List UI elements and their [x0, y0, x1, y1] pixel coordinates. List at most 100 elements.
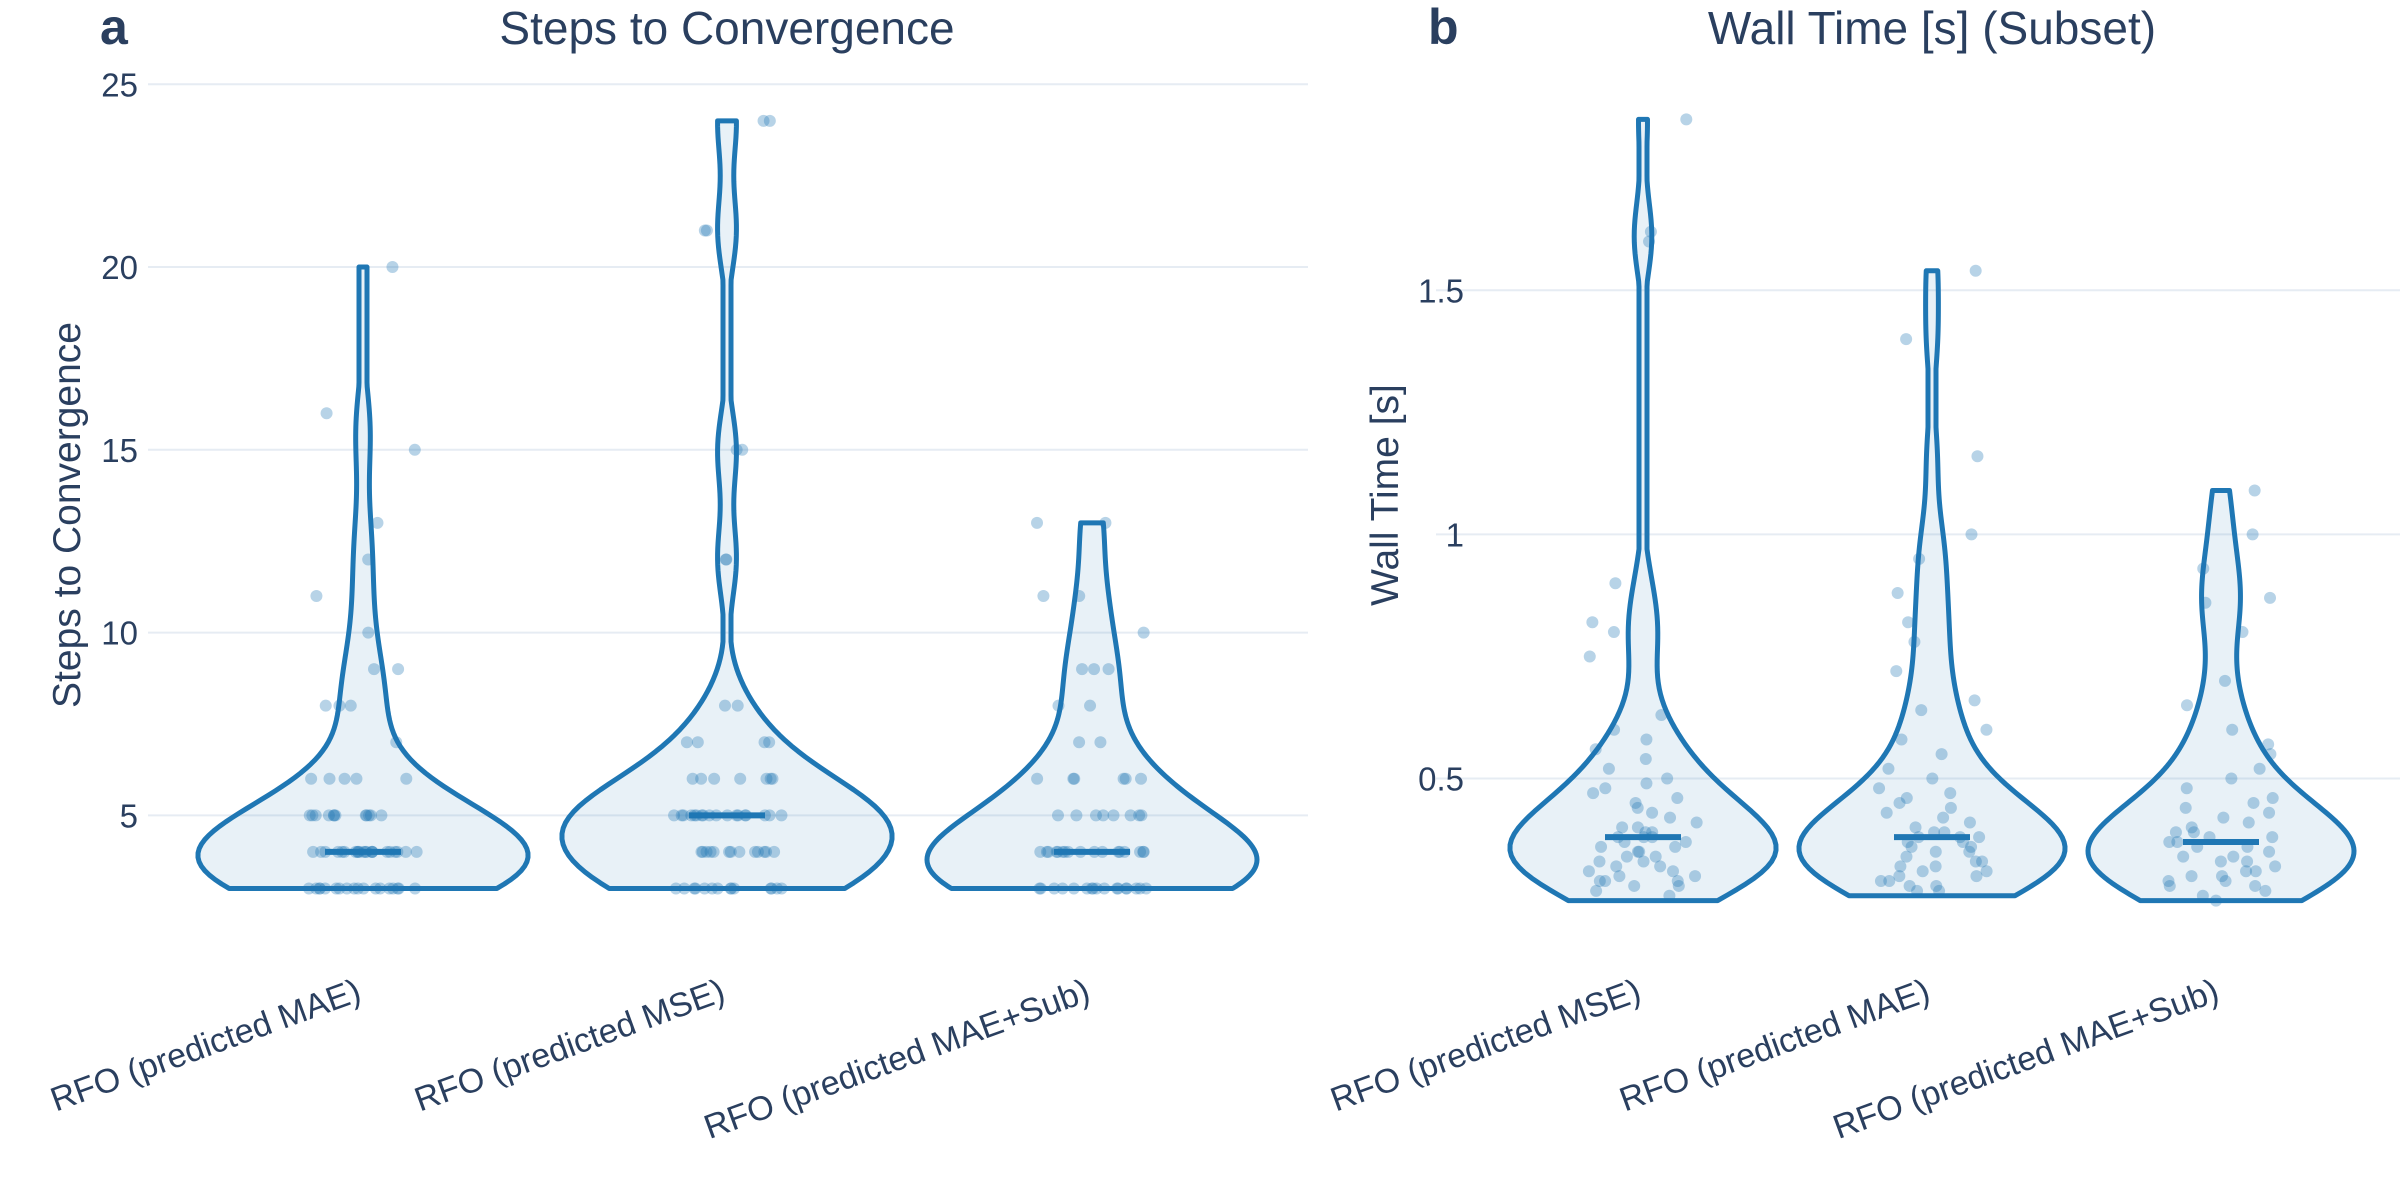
- data-point: [2196, 889, 2209, 902]
- y-tick-label: 0.5: [1418, 761, 1464, 798]
- data-point: [351, 882, 364, 895]
- data-point: [1102, 663, 1115, 676]
- data-point: [2179, 801, 2192, 814]
- data-point: [1976, 855, 1989, 868]
- data-point: [1111, 882, 1124, 895]
- data-point: [1980, 865, 1993, 878]
- y-tick-label: 20: [101, 249, 138, 286]
- data-point: [1915, 704, 1928, 717]
- data-point: [763, 114, 776, 127]
- data-point: [2218, 674, 2231, 687]
- data-point: [2249, 865, 2262, 878]
- data-point: [749, 845, 762, 858]
- violin-group: [559, 114, 895, 895]
- data-point: [362, 553, 375, 566]
- data-point: [1098, 882, 1111, 895]
- data-point: [2210, 894, 2223, 907]
- data-point: [760, 772, 773, 785]
- data-point: [340, 882, 353, 895]
- data-point: [2180, 699, 2193, 712]
- data-point: [757, 114, 770, 127]
- data-point: [2236, 626, 2249, 639]
- data-point: [315, 845, 328, 858]
- data-point: [1963, 845, 1976, 858]
- violin-group: [1796, 264, 2068, 899]
- data-point: [765, 882, 778, 895]
- data-point: [400, 772, 413, 785]
- data-point: [708, 772, 721, 785]
- data-point: [675, 809, 688, 822]
- chart-title-a: Steps to Convergence: [499, 2, 954, 54]
- data-point: [1655, 709, 1668, 722]
- data-point: [1646, 806, 1659, 819]
- data-point: [1973, 831, 1986, 844]
- data-point: [1930, 879, 1943, 892]
- data-point: [1944, 787, 1957, 800]
- data-point: [1137, 626, 1150, 639]
- data-point: [1909, 821, 1922, 834]
- data-point: [333, 882, 346, 895]
- data-point: [2253, 762, 2266, 775]
- data-point: [2171, 836, 2184, 848]
- data-point: [1609, 577, 1622, 590]
- y-axis-label-b: Wall Time [s]: [1364, 384, 1407, 606]
- y-axis-label-a: Steps to Convergence: [46, 322, 89, 708]
- data-point: [1085, 882, 1098, 895]
- data-point: [2246, 528, 2259, 541]
- data-point: [327, 809, 340, 822]
- data-point: [2263, 806, 2276, 819]
- data-point: [1595, 840, 1608, 853]
- data-point: [1963, 816, 1976, 829]
- data-point: [392, 882, 405, 895]
- violins-b: [1507, 113, 2357, 907]
- data-point: [698, 224, 711, 237]
- data-point: [1902, 616, 1915, 629]
- category-label: RFO (predicted MSE): [1326, 972, 1646, 1120]
- data-point: [668, 809, 681, 822]
- data-point: [1970, 870, 1983, 883]
- data-point: [1112, 882, 1125, 895]
- data-point: [1073, 736, 1086, 749]
- data-point: [1134, 882, 1147, 895]
- data-point: [329, 809, 342, 822]
- data-point: [1882, 762, 1895, 775]
- data-point: [720, 553, 733, 566]
- data-point: [2264, 748, 2277, 761]
- data-point: [2241, 855, 2254, 868]
- data-point: [1607, 626, 1620, 639]
- data-point: [1980, 723, 1993, 736]
- data-point: [328, 809, 341, 822]
- data-point: [410, 845, 423, 858]
- data-point: [1031, 516, 1044, 529]
- data-point: [2177, 850, 2190, 863]
- data-point: [1094, 736, 1107, 749]
- data-point: [707, 845, 720, 858]
- data-point: [1070, 809, 1083, 822]
- data-point: [309, 809, 322, 822]
- panel-b: 0.5 1 1.5 RFO (predicted MSE)RFO (predicte…: [1326, 0, 2400, 1147]
- data-point: [1644, 225, 1657, 238]
- data-point: [1929, 845, 1942, 858]
- data-point: [386, 261, 399, 274]
- data-point: [1048, 882, 1061, 895]
- violin-shape: [924, 520, 1260, 891]
- data-point: [2226, 723, 2239, 736]
- data-point: [1968, 694, 1981, 707]
- data-point: [409, 882, 422, 895]
- data-point: [680, 736, 693, 749]
- data-point: [1664, 811, 1677, 824]
- data-point: [1690, 816, 1703, 829]
- data-point: [724, 882, 737, 895]
- data-point: [1628, 879, 1641, 892]
- data-point: [736, 443, 749, 456]
- data-point: [698, 882, 711, 895]
- data-point: [375, 809, 388, 822]
- data-point: [1135, 772, 1148, 785]
- data-point: [1893, 796, 1906, 809]
- data-point: [704, 845, 717, 858]
- y-tick-label: 15: [101, 432, 138, 469]
- data-point: [1890, 665, 1903, 678]
- data-point: [1582, 865, 1595, 878]
- data-point: [1052, 699, 1065, 712]
- data-point: [1051, 809, 1064, 822]
